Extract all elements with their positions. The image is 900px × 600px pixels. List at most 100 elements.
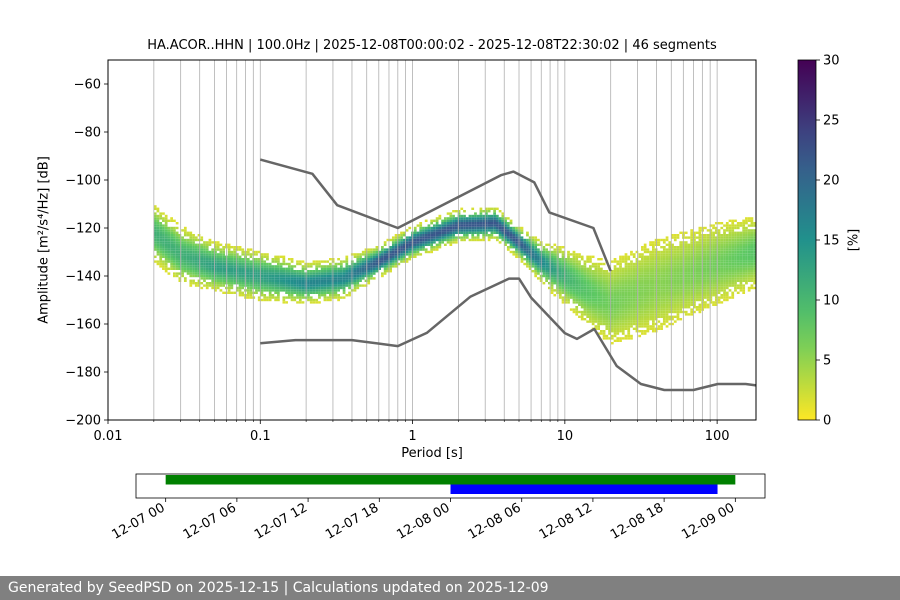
heatmap-cell: [638, 282, 642, 285]
heatmap-cell: [649, 301, 652, 304]
heatmap-cell: [616, 262, 620, 266]
heatmap-cell: [709, 282, 713, 285]
heatmap-cell: [542, 267, 546, 270]
heatmap-cell: [698, 262, 702, 266]
heatmap-cell: [345, 294, 349, 297]
heatmap-cell: [561, 267, 565, 270]
heatmap-cell: [315, 270, 319, 273]
heatmap-cell: [641, 308, 644, 311]
heatmap-cell: [608, 279, 611, 282]
heatmap-cell: [553, 255, 557, 258]
heatmap-cell: [460, 226, 464, 230]
heatmap-cell: [435, 246, 439, 249]
heatmap-cell: [315, 274, 319, 278]
heatmap-cell: [312, 298, 316, 302]
heatmap-cell: [361, 267, 365, 270]
heatmap-cell: [572, 284, 576, 287]
heatmap-cell: [211, 250, 215, 254]
heatmap-cell: [419, 238, 423, 242]
heatmap-cell: [717, 301, 721, 304]
heatmap-cell: [170, 265, 173, 268]
heatmap-cell: [186, 267, 190, 270]
heatmap-cell: [687, 306, 691, 309]
heatmap-cell: [679, 274, 683, 278]
heatmap-cell: [214, 260, 217, 263]
heatmap-cell: [181, 265, 184, 268]
heatmap-cell: [583, 301, 587, 304]
heatmap-cell: [679, 250, 683, 254]
heatmap-cell: [173, 231, 176, 234]
heatmap-cell: [170, 241, 173, 244]
heatmap-cell: [649, 243, 652, 246]
heatmap-cell: [307, 298, 310, 302]
heatmap-cell: [520, 255, 524, 258]
heatmap-cell: [320, 267, 324, 270]
heatmap-cell: [277, 270, 280, 273]
heatmap-cell: [443, 238, 447, 242]
low-noise-model-line: [260, 277, 757, 392]
heatmap-cell: [290, 284, 294, 287]
heatmap-cell: [271, 284, 275, 287]
heatmap-cell: [465, 222, 469, 225]
heatmap-cell: [255, 267, 258, 270]
heatmap-cell: [441, 229, 444, 232]
heatmap-cell: [662, 315, 666, 318]
heatmap-cell: [383, 262, 387, 266]
heatmap-cell: [162, 229, 165, 232]
heatmap-cell: [709, 229, 713, 232]
heatmap-cell: [619, 330, 622, 333]
heatmap-cell: [293, 286, 297, 290]
heatmap-cell: [616, 339, 620, 342]
heatmap-cell: [460, 231, 464, 234]
heatmap-cell: [665, 255, 669, 258]
heatmap-cell: [345, 279, 349, 282]
heatmap-cell: [547, 260, 551, 263]
heatmap-cell: [490, 222, 494, 225]
heatmap-cell: [386, 265, 390, 268]
heatmap-cell: [657, 258, 661, 261]
heatmap-cell: [246, 279, 250, 282]
heatmap-cell: [257, 274, 261, 278]
heatmap-cell: [230, 284, 234, 287]
heatmap-cell: [662, 291, 666, 294]
heatmap-cell: [619, 291, 622, 294]
heatmap-cell: [704, 294, 707, 297]
heatmap-cell: [651, 286, 655, 290]
heatmap-cell: [531, 236, 535, 239]
heatmap-cell: [545, 248, 548, 251]
heatmap-cell: [260, 298, 264, 302]
heatmap-cell: [515, 253, 518, 256]
heatmap-cell: [194, 250, 198, 254]
heatmap-cell: [252, 296, 256, 299]
heatmap-cell: [649, 274, 652, 278]
heatmap-cell: [712, 226, 715, 230]
heatmap-cell: [616, 272, 620, 275]
heatmap-cell: [654, 238, 658, 242]
heatmap-cell: [164, 250, 168, 254]
heatmap-cell: [339, 296, 343, 299]
heatmap-cell: [646, 327, 650, 330]
heatmap-cell: [717, 262, 721, 266]
heatmap-cell: [309, 265, 313, 268]
heatmap-cell: [309, 301, 313, 304]
heatmap-cell: [753, 236, 756, 239]
heatmap-cell: [441, 241, 444, 244]
heatmap-cell: [490, 231, 494, 234]
heatmap-cell: [619, 313, 622, 316]
timeline: 12-07 00 12-07 06 12-07 12 12-07 18 12-08 00…: [110, 473, 766, 543]
heatmap-cell: [641, 315, 644, 318]
heatmap-cell: [651, 267, 655, 270]
heatmap-cell: [649, 318, 652, 321]
heatmap-cell: [597, 277, 600, 280]
heatmap-cell: [630, 306, 633, 309]
heatmap-cell: [569, 274, 573, 278]
heatmap-cell: [164, 236, 168, 239]
heatmap-cell: [164, 241, 168, 244]
heatmap-cell: [621, 327, 625, 330]
heatmap-cell: [506, 217, 510, 220]
heatmap-cell: [433, 219, 436, 222]
heatmap-cell: [485, 231, 488, 234]
heatmap-cell: [709, 255, 713, 258]
heatmap-cell: [728, 231, 732, 234]
heatmap-cell: [159, 212, 163, 215]
